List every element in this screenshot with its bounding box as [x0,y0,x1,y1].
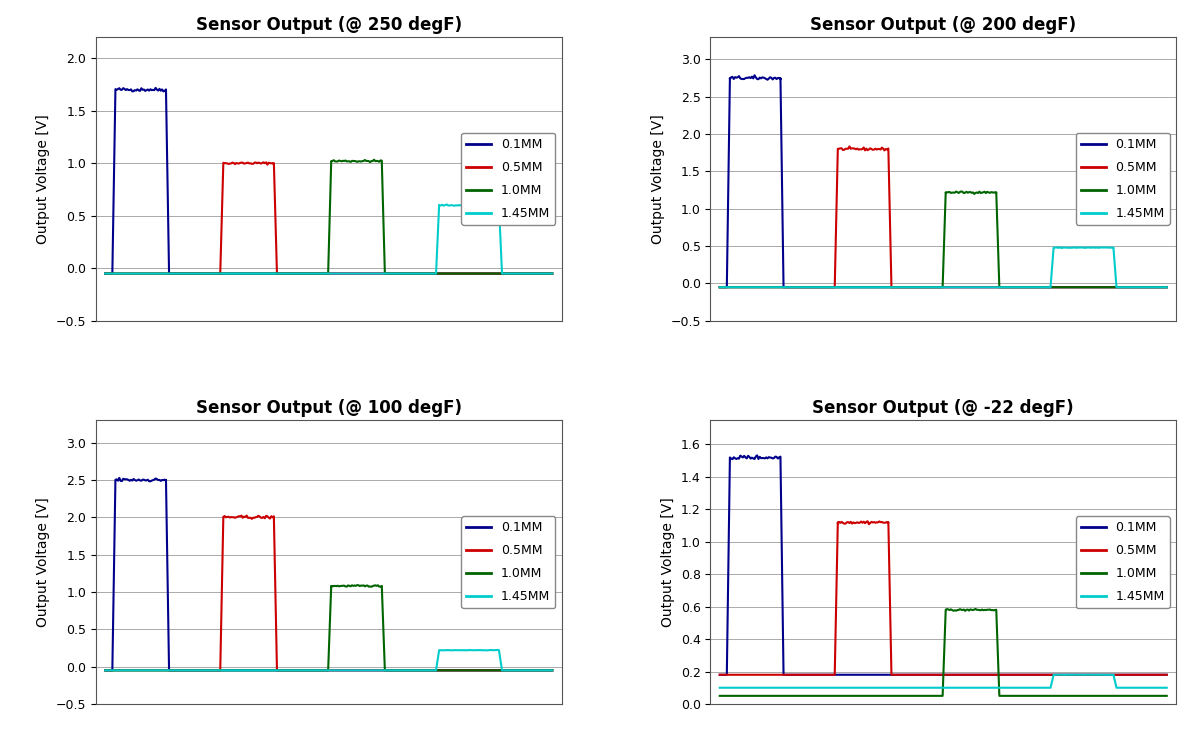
Legend: 0.1MM, 0.5MM, 1.0MM, 1.45MM: 0.1MM, 0.5MM, 1.0MM, 1.45MM [1075,133,1170,225]
Legend: 0.1MM, 0.5MM, 1.0MM, 1.45MM: 0.1MM, 0.5MM, 1.0MM, 1.45MM [1075,516,1170,608]
Title: Sensor Output (@ 100 degF): Sensor Output (@ 100 degF) [196,399,462,417]
Title: Sensor Output (@ 200 degF): Sensor Output (@ 200 degF) [810,16,1076,34]
Legend: 0.1MM, 0.5MM, 1.0MM, 1.45MM: 0.1MM, 0.5MM, 1.0MM, 1.45MM [461,133,556,225]
Legend: 0.1MM, 0.5MM, 1.0MM, 1.45MM: 0.1MM, 0.5MM, 1.0MM, 1.45MM [461,516,556,608]
Title: Sensor Output (@ 250 degF): Sensor Output (@ 250 degF) [196,16,462,34]
Y-axis label: Output Voltage [V]: Output Voltage [V] [661,497,676,627]
Y-axis label: Output Voltage [V]: Output Voltage [V] [36,497,50,627]
Y-axis label: Output Voltage [V]: Output Voltage [V] [650,114,665,244]
Y-axis label: Output Voltage [V]: Output Voltage [V] [36,114,50,244]
Title: Sensor Output (@ -22 degF): Sensor Output (@ -22 degF) [812,399,1074,417]
